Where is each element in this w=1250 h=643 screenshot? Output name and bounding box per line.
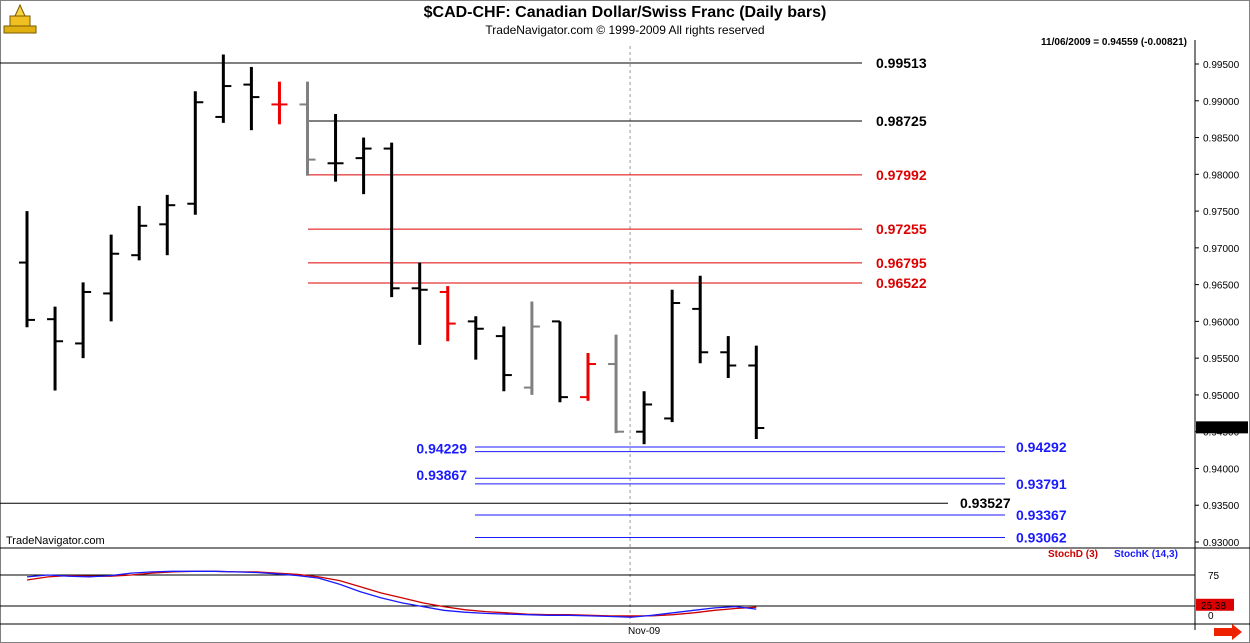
current-price-marker xyxy=(1196,421,1248,434)
y-tick-label: 0.93500 xyxy=(1203,501,1240,512)
y-tick-label: 0.93000 xyxy=(1203,538,1240,549)
stoch-current-marker xyxy=(1196,598,1234,611)
chart-title: $CAD-CHF: Canadian Dollar/Swiss Franc (D… xyxy=(423,4,827,21)
watermark: TradeNavigator.com xyxy=(6,535,105,547)
trade-navigator-logo-icon xyxy=(3,3,37,34)
stoch-d-line xyxy=(26,570,757,617)
y-tick-label: 0.95000 xyxy=(1203,391,1240,402)
level-label: 0.93062 xyxy=(1016,529,1067,545)
level-label: 0.96522 xyxy=(876,275,927,291)
y-tick-label: 0.98000 xyxy=(1203,170,1240,181)
level-label: 0.97992 xyxy=(876,167,927,183)
y-tick-label: 0.96500 xyxy=(1203,281,1240,292)
y-tick-label: 0.96000 xyxy=(1203,317,1240,328)
y-tick-label: 0.94000 xyxy=(1203,464,1240,475)
stoch-k-line xyxy=(26,570,757,618)
chart-subtitle: TradeNavigator.com © 1999-2009 All right… xyxy=(485,23,765,37)
price-readout: 11/06/2009 = 0.94559 (-0.00821) xyxy=(1041,37,1187,48)
stoch-tick-label: 75 xyxy=(1208,571,1220,582)
x-tick-label: Nov-09 xyxy=(628,626,661,637)
stoch-current-label: 25.38 xyxy=(1201,601,1226,612)
y-tick-label: 0.99500 xyxy=(1203,60,1240,71)
current-price-label: 0.94559 xyxy=(1200,423,1237,434)
y-tick-label: 0.97500 xyxy=(1203,207,1240,218)
level-label: 0.93791 xyxy=(1016,476,1067,492)
stoch-d-legend: StochD (3) xyxy=(1048,549,1098,560)
level-label: 0.93367 xyxy=(1016,507,1067,523)
level-label: 0.97255 xyxy=(876,221,927,237)
scroll-right-icon xyxy=(1214,624,1242,640)
y-tick-label: 0.95500 xyxy=(1203,354,1240,365)
level-label: 0.93527 xyxy=(960,495,1011,511)
stoch-tick-label: 0 xyxy=(1208,611,1214,622)
level-label: 0.98725 xyxy=(876,113,927,129)
y-tick-label: 0.99000 xyxy=(1203,97,1240,108)
level-label: 0.94292 xyxy=(1016,439,1067,455)
level-label: 0.93867 xyxy=(416,467,467,483)
level-label: 0.96795 xyxy=(876,255,927,271)
level-label: 0.99513 xyxy=(876,55,927,71)
level-label: 0.94229 xyxy=(416,441,467,457)
stoch-k-legend: StochK (14,3) xyxy=(1114,549,1178,560)
y-tick-label: 0.98500 xyxy=(1203,134,1240,145)
y-tick-label: 0.97000 xyxy=(1203,244,1240,255)
